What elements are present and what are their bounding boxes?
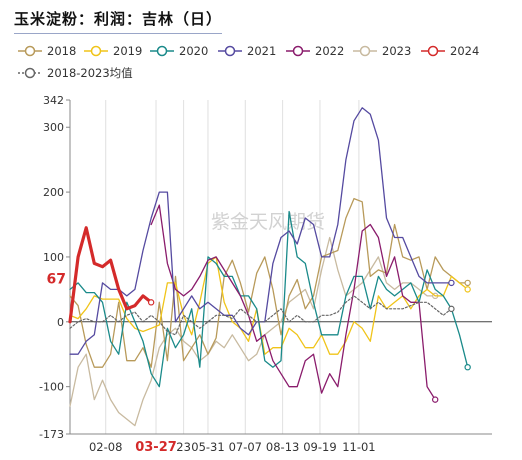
legend-label: 2022: [315, 44, 344, 58]
series-end-marker: [448, 305, 455, 313]
legend-label: 2020: [179, 44, 208, 58]
x-tick-label: 07-07: [229, 440, 262, 454]
legend-label: 2018: [47, 44, 76, 58]
legend-marker: [427, 45, 439, 57]
legend-item[interactable]: 2020: [150, 44, 208, 58]
y-tick-label: 300: [43, 121, 64, 134]
x-tick-label: 11-01: [342, 440, 375, 454]
legend-item[interactable]: 2018-2023均值: [18, 66, 133, 80]
legend-label: 2024: [450, 44, 479, 58]
x-axis: 02-08 03-27 23 05-31 07-07 08-13 09-19 11-01: [89, 440, 376, 455]
y-tick-label: -173: [39, 428, 64, 441]
title-underline: [14, 33, 223, 34]
callout-label: 67: [47, 271, 66, 287]
legend-item[interactable]: 2022: [286, 44, 344, 58]
legend-marker: [24, 67, 36, 79]
x-tick-label: 09-19: [303, 440, 336, 454]
series-line: [69, 256, 469, 355]
legend: 2018 2019 2020 2021 2022 2023 2024 2018-2023均值: [18, 44, 479, 80]
series-end-marker: [147, 299, 155, 306]
legend-marker: [90, 45, 102, 57]
legend-marker: [24, 45, 36, 57]
legend-item[interactable]: 2024: [421, 44, 479, 58]
legend-item[interactable]: 2021: [218, 44, 276, 58]
y-axis: 342 300 200 100 0 -100 -173: [39, 94, 70, 441]
series-end-marker: [464, 286, 471, 293]
y-tick-label: -100: [39, 381, 64, 394]
callout: 67: [47, 271, 66, 287]
grid: [69, 100, 492, 435]
legend-label: 2023: [382, 44, 411, 58]
series-line: [69, 236, 436, 427]
series-end-marker: [464, 364, 471, 371]
chart-title-text: 玉米淀粉：利润：吉林（日）: [14, 10, 223, 28]
series-end-marker: [431, 396, 439, 403]
legend-label: 2021: [247, 44, 276, 58]
legend-marker: [359, 45, 371, 57]
y-tick-label: 100: [43, 251, 64, 264]
x-tick-label: 23: [176, 440, 191, 454]
series-line: [69, 197, 469, 368]
watermark: 紫金天风期货: [211, 211, 325, 233]
legend-item[interactable]: 2019: [84, 44, 142, 58]
series-lines: [68, 107, 471, 427]
legend-marker: [156, 45, 168, 57]
legend-marker: [224, 45, 236, 57]
x-tick-label: 02-08: [89, 440, 122, 454]
y-tick-label: 0: [57, 316, 64, 329]
y-tick-label: 342: [43, 94, 64, 107]
series-line: [150, 204, 436, 401]
legend-item[interactable]: 2018: [18, 44, 76, 58]
x-tick-label: 05-31: [191, 440, 224, 454]
x-tick-label: 08-13: [266, 440, 299, 454]
series-line: [68, 226, 153, 324]
y-tick-label: 200: [43, 186, 64, 199]
legend-marker: [292, 45, 304, 57]
series-end-marker: [448, 279, 455, 287]
x-tick-label: 03-27: [135, 440, 177, 455]
chart-title: 玉米淀粉：利润：吉林（日）: [14, 8, 223, 34]
series-line: [69, 295, 452, 336]
series-end-marker: [464, 279, 471, 287]
legend-label: 2019: [113, 44, 142, 58]
legend-label: 2018-2023均值: [47, 66, 133, 80]
legend-item[interactable]: 2023: [353, 44, 411, 58]
